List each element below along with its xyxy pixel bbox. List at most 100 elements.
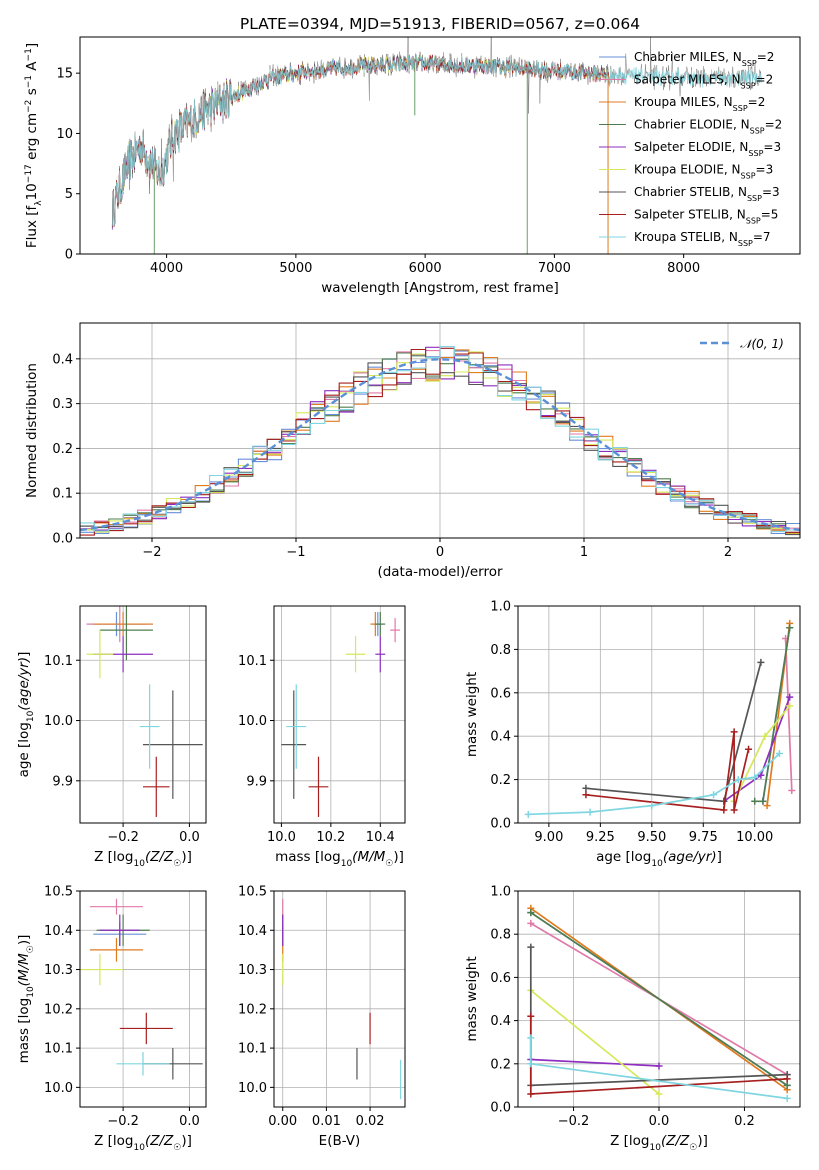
y-tick-label: 0.0 [490, 1101, 511, 1116]
label-part: s [24, 88, 40, 99]
data-point-kroupa_stelib [751, 773, 759, 781]
x-tick-label: 0.0 [649, 1114, 670, 1129]
plot-area [282, 898, 402, 1100]
y-tick-label: 10.0 [44, 714, 73, 729]
x-axis-label: Z [log10(Z/Z☉)] [94, 849, 192, 869]
data-point-salpeter_stelib [582, 791, 590, 799]
x-tick-label: 1 [580, 545, 588, 560]
y-tick-label: 10.1 [238, 1042, 267, 1057]
label-part: A [24, 61, 40, 75]
label-part: ] [16, 652, 32, 657]
y-tick-label: 0.4 [490, 730, 511, 745]
data-point-salpeter_stelib [527, 1012, 535, 1020]
label-part: =3 [756, 163, 774, 177]
model-spectrum-salpeter_elodie [111, 55, 609, 230]
y-tick-label: 10.5 [44, 885, 73, 900]
label-part: Z [log [610, 1133, 649, 1149]
y-tick-label: 15 [56, 67, 73, 82]
label-part: mass [log [275, 849, 341, 865]
label-part: (age/yr) [16, 657, 32, 711]
panel-age_vs_mass: 10.0 10.2 10.4 9.9 10.0 10.1 mass [log10(M/M☉)… [238, 605, 406, 869]
model-spectrum-chabrier_miles [111, 54, 610, 230]
x-tick-label: 9.25 [586, 830, 615, 845]
panel-mass_vs_Z: −0.2 0.010.010.110.210.310.410.5Z [log10(… [16, 885, 207, 1153]
legend-label-chabrier_miles: Chabrier MILES, NSSP=2 [634, 50, 774, 68]
normal-curve [80, 358, 800, 532]
figure-title: PLATE=0394, MJD=51913, FIBERID=0567, z=0… [240, 15, 640, 33]
y-tick-label: 10 [56, 127, 73, 142]
label-part: (Z/Z [145, 1133, 174, 1149]
data-point-kroupa_stelib [586, 808, 594, 816]
y-tick-label: 1.0 [490, 600, 511, 615]
data-point-kroupa_miles [763, 802, 771, 810]
series-line-salpeter_miles [784, 638, 793, 791]
data-point-chabrier_stelib [582, 784, 590, 792]
y-tick-label: 5 [65, 187, 73, 202]
y-axis-label: Normed distribution [24, 363, 40, 498]
x-axis-label: E(B-V) [319, 1133, 361, 1149]
label-part: erg cm [24, 113, 40, 164]
y-tick-label: 0.6 [490, 686, 511, 701]
legend-label-chabrier_elodie: Chabrier ELODIE, NSSP=2 [634, 118, 782, 136]
label-part: ☉ [173, 859, 181, 869]
axes-frame [273, 605, 406, 824]
x-tick-label: 0.01 [312, 1114, 341, 1129]
x-tick-label: 0 [436, 545, 444, 560]
y-tick-label: 10.1 [238, 654, 267, 669]
plot-area [80, 346, 800, 536]
y-tick-label: 0.4 [490, 1014, 511, 1029]
x-tick-label: 8000 [667, 261, 700, 276]
label-part: 10 [26, 710, 36, 722]
label-part: age [log [596, 849, 651, 865]
x-tick-label: 9.75 [689, 830, 718, 845]
label-part: =2 [757, 50, 775, 64]
label-part: )] [16, 935, 32, 946]
data-point-kroupa_elodie [655, 1090, 663, 1098]
x-tick-label: 6000 [409, 261, 442, 276]
label-part: )] [181, 849, 192, 865]
label-part: SSP [748, 149, 763, 158]
label-part: Salpeter ELODIE, N [634, 140, 748, 154]
y-tick-label: 9.9 [246, 774, 267, 789]
data-point-kroupa_stelib [527, 1060, 535, 1068]
data-point-salpeter_elodie [757, 771, 765, 779]
label-part: Z [log [94, 849, 133, 865]
label-part: 10 [134, 859, 146, 869]
data-point-salpeter_stelib [730, 728, 738, 736]
data-point-kroupa_stelib [710, 791, 718, 799]
panel-mass_weight_vs_age: 9.00 9.25 9.50 9.75 10.00 0.0 0.2 0.4 0.6 0.8 1.0 a… [464, 600, 801, 869]
label-part: Z [log [94, 1133, 133, 1149]
legend-label-kroupa_elodie: Kroupa ELODIE, NSSP=3 [634, 163, 773, 181]
label-part: (Z/Z [661, 1133, 690, 1149]
x-tick-label: 10.0 [267, 830, 296, 845]
data-point-salpeter_miles [527, 919, 535, 927]
panel-spectrum: 4000 5000 6000 7000 8000 0 5 10 15 wavelength [An… [24, 36, 801, 296]
histogram-chabrier_stelib [80, 362, 800, 536]
y-tick-label: 10.1 [44, 1042, 73, 1057]
label-part: =2 [756, 73, 774, 87]
y-tick-label: 0.2 [52, 442, 73, 457]
legend-label-chabrier_stelib: Chabrier STELIB, NSSP=3 [634, 185, 780, 203]
x-tick-label: 10.2 [316, 830, 345, 845]
label-part: 10 [134, 1143, 146, 1153]
label-part: 10 [26, 986, 36, 998]
model-spectrum-kroupa_miles [111, 54, 610, 227]
label-part: (M/M [16, 953, 32, 986]
y-tick-label: 0.2 [490, 1057, 511, 1072]
label-part: −2 [24, 100, 34, 113]
data-point-kroupa_elodie [761, 732, 769, 740]
label-part: =2 [748, 95, 766, 109]
data-point-salpeter_stelib [783, 1075, 791, 1083]
plot-area [80, 898, 203, 1080]
x-axis-label: Z [log10(Z/Z☉)] [94, 1133, 192, 1153]
y-axis-label: age [log10(age/yr)] [16, 652, 36, 778]
histogram-salpeter_stelib [80, 347, 800, 536]
legend-label-kroupa_stelib: Kroupa STELIB, NSSP=7 [634, 230, 771, 248]
label-part: ] [24, 43, 40, 48]
y-tick-label: 0.3 [52, 397, 73, 412]
x-tick-label: 9.50 [637, 830, 666, 845]
data-point-chabrier_elodie [786, 624, 794, 632]
label-part: 10 [24, 183, 40, 200]
label-part: Chabrier STELIB, N [634, 185, 747, 199]
